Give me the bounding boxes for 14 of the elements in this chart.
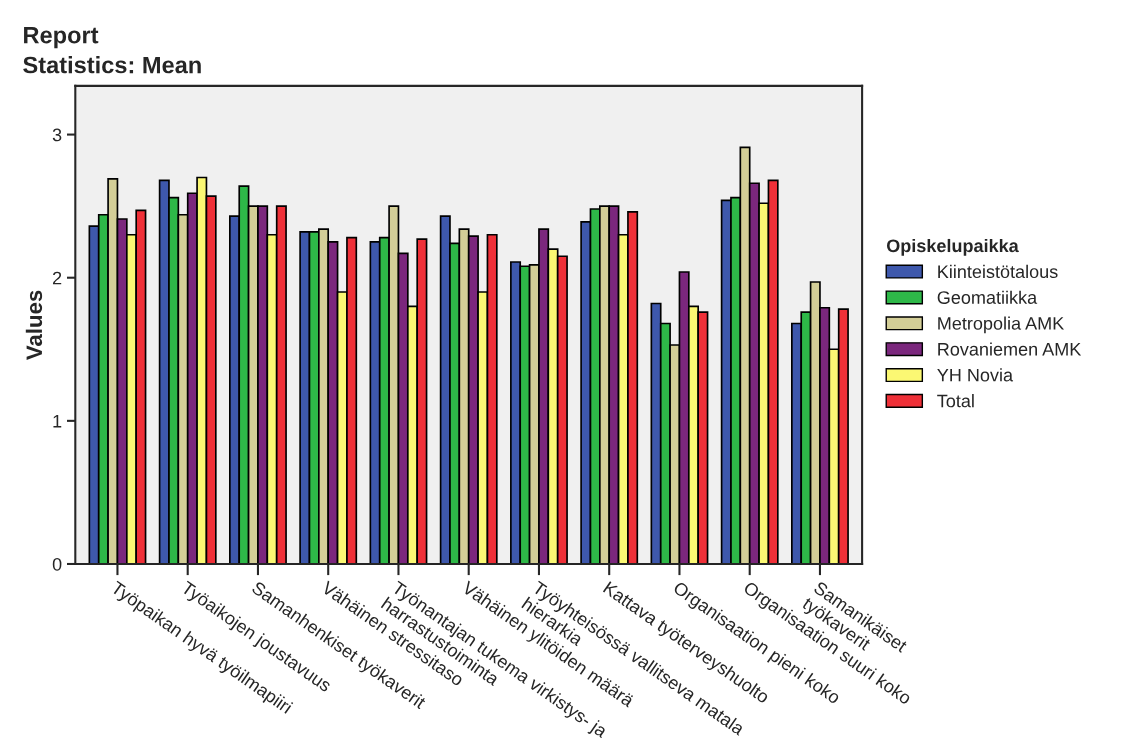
legend-title: Opiskelupaikka [886,238,1019,256]
y-axis-title: Values [25,290,43,360]
y-tick-label: 3 [52,128,62,142]
legend-label: Metropolia AMK [938,316,1065,334]
chart-title: Report [24,27,99,49]
y-tick-label: 2 [52,271,62,285]
y-tick-label: 1 [53,414,62,428]
legend-label: Total [937,394,974,408]
chart-subtitle: Statistics: Mean [23,56,201,74]
legend-label: YH Novia [937,368,1014,382]
legend-label: Kiinteistötalous [938,264,1058,279]
legend-label: Geomatiikka [937,290,1038,304]
y-tick-label: 0 [52,557,62,571]
legend-label: Rovaniemen AMK [938,342,1082,356]
